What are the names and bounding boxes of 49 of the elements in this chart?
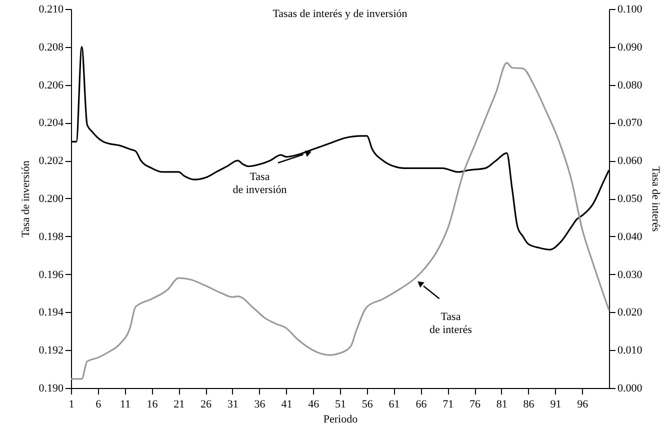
y-tick-label: 0.208 [38, 41, 64, 54]
x-tick-label: 1 [68, 398, 74, 410]
y2-tick-label: 0.090 [618, 41, 643, 54]
x-tick-label: 76 [470, 398, 481, 410]
line-series [70, 62, 610, 380]
x-tick-label: 36 [254, 398, 266, 410]
y-tick-label: 0.196 [38, 268, 64, 281]
y2-tick-label: 0.100 [618, 4, 643, 16]
chart-title: Tasas de interés y de inversión [272, 8, 408, 20]
x-tick-label: 56 [362, 398, 374, 410]
annotation: Tasa de inversión [232, 171, 288, 196]
y-tick-label: 0.190 [38, 382, 64, 394]
x-tick-label: 31 [227, 398, 238, 410]
y-tick-label: 0.194 [38, 306, 64, 319]
x-tick-label: 6 [96, 398, 102, 410]
y2-tick-label: 0.080 [618, 79, 643, 92]
y2-tick-label: 0.070 [618, 117, 643, 130]
y2-tick-label: 0.000 [618, 382, 643, 394]
y-tick-label: 0.206 [38, 79, 64, 92]
annotation: Tasa de interés [429, 310, 472, 336]
y2-tick-label: 0.020 [618, 306, 643, 319]
y-tick-label: 0.202 [38, 155, 64, 168]
x-tick-label: 71 [442, 398, 454, 410]
y-axis-title: Tasa de inversión [20, 160, 32, 238]
y2-axis-title: Tasa de interés [649, 166, 662, 232]
x-tick-label: 51 [335, 398, 346, 410]
x-tick-label: 86 [523, 398, 535, 410]
y2-tick-label: 0.060 [618, 155, 643, 168]
y-tick-label: 0.192 [38, 344, 64, 357]
x-tick-label: 41 [281, 398, 292, 410]
x-tick-label: 91 [550, 398, 562, 410]
y2-tick-label: 0.040 [618, 230, 643, 243]
y-tick-label: 0.210 [38, 4, 64, 16]
x-tick-label: 21 [174, 398, 185, 410]
x-tick-label: 46 [308, 398, 320, 410]
x-tick-label: 11 [120, 398, 131, 410]
x-tick-label: 96 [577, 398, 589, 410]
y2-tick-label: 0.050 [618, 193, 643, 205]
x-tick-label: 26 [200, 398, 212, 410]
y-tick-label: 0.200 [38, 193, 64, 205]
y2-tick-label: 0.010 [618, 344, 643, 357]
x-axis-title: Periodo [323, 414, 358, 426]
x-tick-label: 81 [496, 398, 508, 410]
y2-tick-label: 0.030 [618, 268, 643, 281]
x-tick-label: 66 [416, 398, 428, 410]
y-tick-label: 0.198 [38, 230, 64, 243]
x-tick-label: 16 [146, 398, 158, 410]
x-tick-label: 61 [388, 398, 400, 410]
y-tick-label: 0.204 [38, 117, 64, 130]
